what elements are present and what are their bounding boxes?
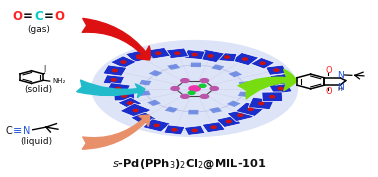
Text: N: N — [338, 71, 344, 80]
Polygon shape — [130, 112, 157, 124]
Text: C: C — [6, 126, 12, 136]
Circle shape — [211, 126, 216, 128]
Polygon shape — [166, 48, 189, 59]
Circle shape — [116, 87, 121, 90]
Polygon shape — [164, 125, 185, 135]
Circle shape — [200, 79, 209, 82]
Polygon shape — [228, 71, 243, 78]
Polygon shape — [197, 49, 225, 62]
Text: $\mathbf{\mathit{s}}$-Pd(PPh$_3$)$_2$Cl$_2$@MIL-101: $\mathbf{\mathit{s}}$-Pd(PPh$_3$)$_2$Cl$… — [112, 158, 266, 171]
Polygon shape — [248, 97, 274, 110]
Circle shape — [122, 95, 127, 97]
Text: O: O — [12, 10, 23, 23]
Polygon shape — [235, 102, 266, 116]
Polygon shape — [105, 83, 130, 94]
Circle shape — [127, 102, 132, 104]
Polygon shape — [125, 50, 153, 62]
Circle shape — [133, 109, 138, 112]
Circle shape — [259, 102, 264, 105]
Polygon shape — [238, 81, 251, 87]
Polygon shape — [103, 65, 127, 76]
Circle shape — [181, 79, 189, 82]
Polygon shape — [118, 97, 142, 109]
Circle shape — [274, 69, 279, 71]
Polygon shape — [110, 56, 136, 68]
Circle shape — [175, 52, 180, 54]
Polygon shape — [148, 70, 163, 77]
Circle shape — [192, 53, 197, 56]
Polygon shape — [209, 107, 223, 113]
Circle shape — [192, 129, 197, 132]
Polygon shape — [265, 65, 287, 75]
Circle shape — [136, 55, 141, 57]
Text: (solid): (solid) — [24, 85, 53, 94]
Polygon shape — [184, 50, 205, 59]
Text: N: N — [337, 83, 344, 92]
Polygon shape — [139, 80, 152, 86]
Circle shape — [112, 79, 116, 81]
Text: ≡: ≡ — [13, 126, 23, 136]
Circle shape — [260, 62, 265, 64]
Circle shape — [226, 120, 231, 123]
Polygon shape — [146, 48, 170, 59]
Polygon shape — [164, 106, 179, 113]
Text: =: = — [44, 10, 54, 23]
Polygon shape — [270, 73, 296, 85]
Circle shape — [243, 58, 248, 60]
Text: (gas): (gas) — [27, 25, 50, 34]
Circle shape — [199, 84, 206, 87]
Circle shape — [171, 87, 179, 90]
Polygon shape — [216, 116, 241, 127]
Text: NH₂: NH₂ — [53, 78, 66, 84]
Text: (liquid): (liquid) — [20, 137, 53, 146]
Polygon shape — [227, 109, 254, 122]
Text: O: O — [325, 87, 332, 96]
Circle shape — [238, 114, 243, 116]
Polygon shape — [188, 110, 199, 115]
Text: N: N — [23, 126, 31, 136]
Polygon shape — [251, 58, 275, 69]
Circle shape — [141, 117, 146, 119]
Polygon shape — [167, 64, 181, 70]
Text: O: O — [54, 10, 64, 23]
Polygon shape — [120, 103, 151, 118]
Polygon shape — [114, 91, 135, 101]
Polygon shape — [184, 125, 205, 135]
Polygon shape — [103, 75, 125, 85]
Circle shape — [248, 108, 253, 110]
Circle shape — [121, 61, 126, 63]
Polygon shape — [143, 119, 170, 132]
Polygon shape — [138, 90, 151, 96]
Circle shape — [181, 95, 189, 98]
Circle shape — [156, 52, 161, 54]
Polygon shape — [202, 122, 225, 133]
Text: C: C — [34, 10, 43, 23]
Circle shape — [154, 124, 159, 127]
Circle shape — [270, 96, 275, 98]
Circle shape — [200, 95, 209, 98]
Polygon shape — [211, 64, 225, 71]
Text: H: H — [338, 87, 342, 92]
Polygon shape — [231, 53, 259, 65]
Polygon shape — [191, 62, 201, 67]
Circle shape — [280, 78, 285, 80]
Polygon shape — [147, 99, 161, 106]
Polygon shape — [269, 83, 292, 94]
Circle shape — [92, 41, 297, 136]
Text: =: = — [23, 10, 33, 23]
Polygon shape — [217, 52, 237, 62]
Polygon shape — [237, 91, 251, 97]
Circle shape — [189, 86, 200, 91]
Circle shape — [188, 91, 195, 94]
Circle shape — [225, 56, 229, 58]
Circle shape — [208, 55, 213, 57]
Text: O: O — [325, 66, 332, 75]
Circle shape — [210, 87, 218, 90]
Circle shape — [278, 87, 283, 90]
Polygon shape — [226, 100, 241, 107]
Polygon shape — [262, 92, 283, 102]
Text: I: I — [43, 65, 46, 74]
Circle shape — [172, 129, 177, 131]
Circle shape — [112, 69, 117, 72]
